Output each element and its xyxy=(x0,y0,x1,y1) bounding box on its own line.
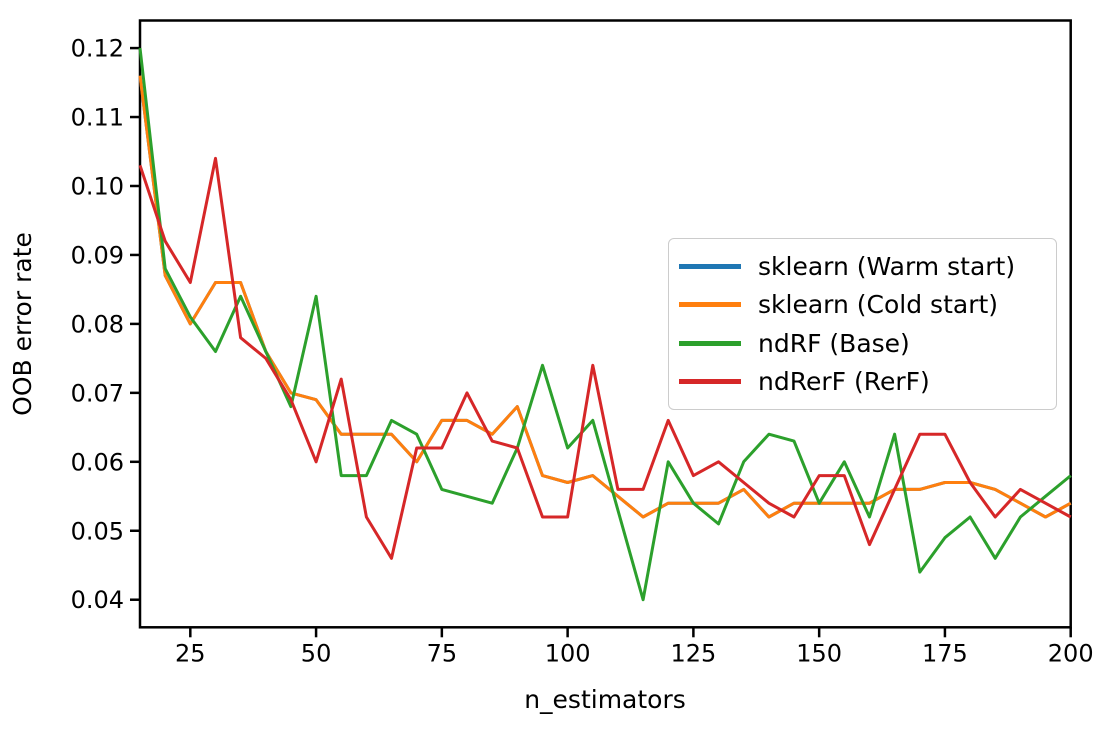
y-tick-label: 0.05 xyxy=(71,517,124,545)
series-line-ndrerf-rerf- xyxy=(138,156,1072,560)
legend-line-sample xyxy=(679,302,741,308)
legend-item: sklearn (Warm start) xyxy=(669,254,1056,279)
legend-line-sample xyxy=(679,263,741,269)
legend-line-sample xyxy=(679,340,741,346)
legend-line-sample xyxy=(679,379,741,385)
axis-ticks: 25 50 75 100 125 150 175 200 0.04 0.05 0.06 0.07 0.0… xyxy=(71,35,1094,668)
legend-item: sklearn (Cold start) xyxy=(669,292,1056,317)
y-tick-label: 0.10 xyxy=(71,172,124,200)
series-line-ndrf-base- xyxy=(138,47,1072,602)
legend: sklearn (Warm start) sklearn (Cold start)… xyxy=(668,238,1057,410)
legend-item-label: sklearn (Warm start) xyxy=(758,251,1016,281)
x-axis-label: n_estimators xyxy=(524,685,686,714)
y-tick-label: 0.11 xyxy=(71,104,124,132)
x-tick-label: 125 xyxy=(670,639,716,667)
x-tick-label: 50 xyxy=(301,639,332,667)
legend-item: ndRF (Base) xyxy=(669,331,1056,356)
x-tick-label: 175 xyxy=(922,639,968,667)
x-tick-label: 75 xyxy=(427,639,458,667)
x-tick-label: 150 xyxy=(796,639,842,667)
y-tick-label: 0.06 xyxy=(71,448,124,476)
legend-item: ndRerF (RerF) xyxy=(669,369,1056,394)
y-tick-label: 0.12 xyxy=(71,35,124,63)
series-lines xyxy=(138,47,1072,602)
x-tick-label: 200 xyxy=(1048,639,1094,667)
x-tick-label: 100 xyxy=(545,639,591,667)
y-tick-label: 0.09 xyxy=(71,241,124,269)
x-tick-label: 25 xyxy=(175,639,206,667)
y-axis-label: OOB error rate xyxy=(8,232,37,416)
y-tick-label: 0.07 xyxy=(71,379,124,407)
legend-item-label: ndRerF (RerF) xyxy=(758,367,930,397)
legend-item-label: ndRF (Base) xyxy=(758,328,910,358)
legend-item-label: sklearn (Cold start) xyxy=(758,290,999,320)
y-tick-label: 0.04 xyxy=(71,586,124,614)
y-tick-label: 0.08 xyxy=(71,310,124,338)
